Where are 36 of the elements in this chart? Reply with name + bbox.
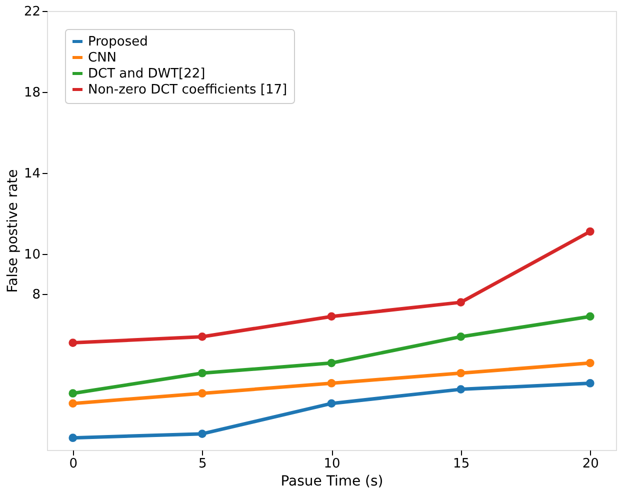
point: [198, 389, 206, 398]
legend-label: CNN: [88, 50, 117, 66]
point: [327, 358, 336, 368]
point: [327, 399, 336, 408]
point: [586, 312, 594, 321]
point: [68, 389, 78, 398]
point: [456, 332, 465, 341]
legend-label: DCT and DWT[22]: [88, 66, 206, 82]
point: [456, 385, 465, 394]
point: [586, 227, 594, 236]
point: [456, 298, 465, 306]
legend-label: Non-zero DCT coefficients [17]: [88, 82, 288, 98]
point: [198, 332, 206, 341]
point: [327, 379, 336, 388]
x-tick-label: 10: [324, 456, 340, 472]
y-tick-label: 8: [32, 288, 40, 303]
point: [327, 312, 336, 321]
y-tick-label: 10: [24, 247, 40, 262]
point: [68, 399, 78, 408]
legend-label: Proposed: [88, 34, 148, 50]
point: [456, 368, 465, 378]
y-tick-label: 22: [24, 4, 40, 20]
y-axis-title: False postive rate: [4, 169, 21, 293]
x-tick-label: 20: [582, 456, 599, 472]
y-tick-label: 14: [24, 166, 40, 182]
point: [198, 430, 206, 438]
point: [586, 379, 594, 388]
point: [198, 368, 206, 378]
y-tick-label: 18: [24, 85, 40, 100]
x-tick-label: 0: [69, 456, 78, 472]
x-tick-label: 15: [453, 456, 470, 472]
x-tick-label: 5: [198, 456, 207, 472]
point: [586, 358, 594, 368]
x-axis-title: Pasue Time (s): [280, 474, 384, 490]
point: [68, 434, 78, 442]
point: [68, 338, 78, 347]
